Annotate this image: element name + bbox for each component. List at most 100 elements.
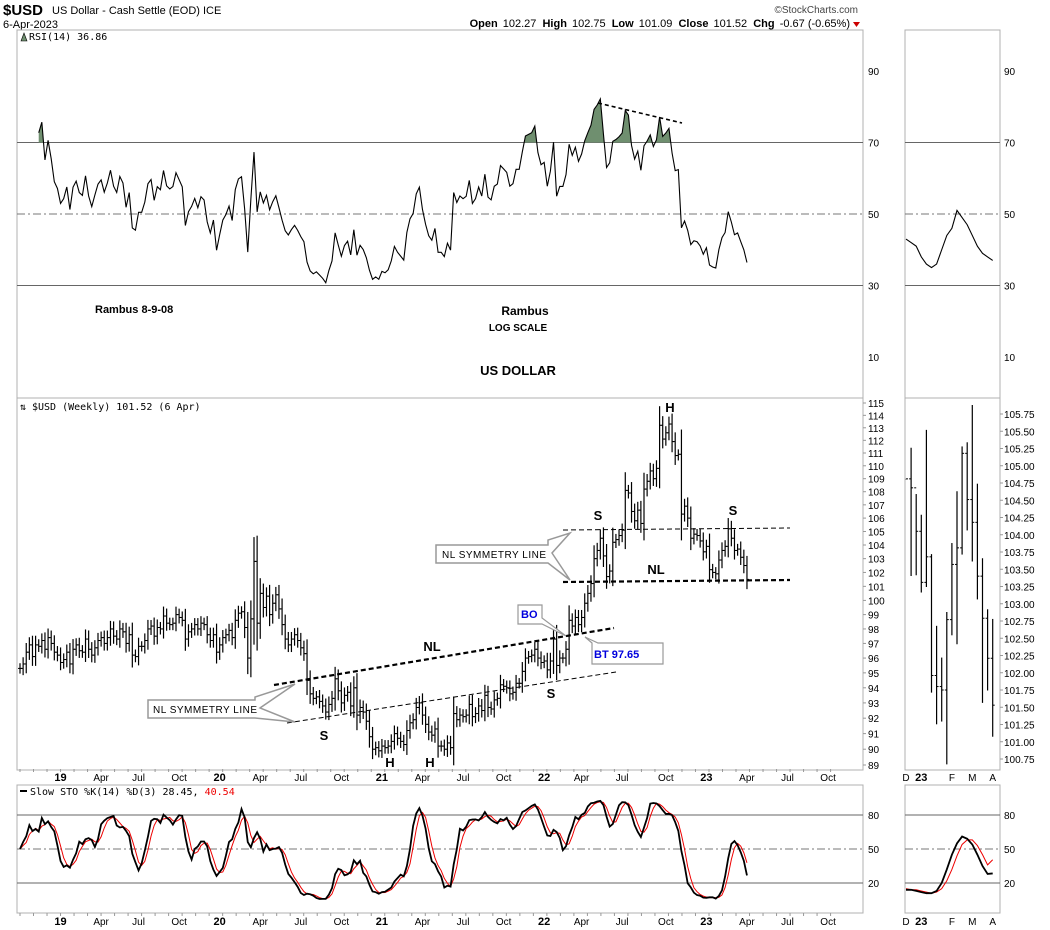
mini-price-bar xyxy=(949,543,954,636)
price-bar xyxy=(64,644,69,668)
mini-price-y-tick: 101.25 xyxy=(1004,721,1035,732)
mini-price-y-tick: 103.00 xyxy=(1004,600,1035,611)
price-bar xyxy=(454,706,459,728)
price-bar xyxy=(688,506,693,551)
price-bar xyxy=(217,637,222,660)
mini-price-y-tick: 104.00 xyxy=(1004,531,1035,542)
price-bar xyxy=(383,740,388,754)
price-bar xyxy=(21,657,26,676)
mini-panels xyxy=(905,142,1000,895)
price-bar xyxy=(482,684,487,722)
price-bar xyxy=(298,632,303,656)
mini-rsi-line xyxy=(905,209,994,269)
price-bar xyxy=(426,716,431,741)
price-bar xyxy=(651,463,656,486)
price-bar xyxy=(49,630,54,651)
price-bar xyxy=(436,717,441,758)
neckline-rising xyxy=(273,626,615,687)
sto-x-tick: Oct xyxy=(496,917,512,928)
price-bar xyxy=(58,647,63,671)
label-shoulder-left-top: S xyxy=(594,508,603,523)
price-x-tick: Jul xyxy=(294,773,307,784)
price-bar xyxy=(732,529,737,560)
price-bar xyxy=(529,649,534,663)
rsi-y-tick: 70 xyxy=(868,139,880,150)
price-bar xyxy=(470,694,475,727)
price-bar xyxy=(108,620,113,646)
sto-x-tick: Apr xyxy=(739,917,755,928)
price-bar xyxy=(539,651,544,670)
price-bar xyxy=(155,619,160,645)
rsi-legend: RSI(14) 36.86 xyxy=(20,32,107,43)
callout-symmetry-top-text: NL SYMMETRY LINE xyxy=(442,550,547,561)
price-bar xyxy=(301,640,306,661)
price-bar xyxy=(24,642,29,674)
sto-x-tick: 19 xyxy=(54,916,66,928)
instrument-name: US Dollar - Cash Settle (EOD) ICE xyxy=(52,5,221,17)
mini-sto-k-line xyxy=(906,835,993,895)
symbol: $USD xyxy=(3,2,43,19)
price-bar xyxy=(27,637,32,660)
price-bar xyxy=(233,609,238,649)
price-bar xyxy=(673,432,678,465)
price-bar xyxy=(80,645,85,658)
price-bar xyxy=(61,653,66,669)
price-bar xyxy=(601,527,606,567)
price-bar xyxy=(585,585,590,612)
label-neckline-top: NL xyxy=(647,562,664,577)
price-bar xyxy=(504,680,509,694)
mini-x-tick: 23 xyxy=(915,916,927,928)
mini-price-y-tick: 101.00 xyxy=(1004,738,1035,749)
price-bar xyxy=(592,545,597,598)
label-shoulder-left-bottom: S xyxy=(320,728,329,743)
mini-price-bar xyxy=(905,478,908,480)
price-bar xyxy=(170,617,175,631)
sto-x-tick: Apr xyxy=(252,917,268,928)
price-bar xyxy=(33,635,38,666)
price-bar xyxy=(214,623,219,664)
mini-price-y-tick: 102.25 xyxy=(1004,652,1035,663)
price-bar xyxy=(39,633,44,654)
price-x-tick: Apr xyxy=(415,773,431,784)
price-bar xyxy=(351,676,356,718)
price-bar xyxy=(735,543,740,556)
price-bar xyxy=(695,529,700,541)
price-bar xyxy=(445,735,450,757)
price-bar xyxy=(588,575,593,602)
price-bar xyxy=(613,533,618,548)
price-bar xyxy=(130,622,135,668)
price-bar xyxy=(208,627,213,648)
price-bar xyxy=(476,697,481,722)
price-bar xyxy=(573,609,578,635)
mini-rsi-y-tick: 10 xyxy=(1004,353,1016,364)
price-bar xyxy=(177,608,182,624)
price-panel-frame xyxy=(16,397,864,771)
price-bar xyxy=(514,674,519,701)
price-bar xyxy=(744,555,749,590)
mini-price-y-tick: 102.00 xyxy=(1004,669,1035,680)
mini-price-bar xyxy=(934,625,939,725)
high-label: High xyxy=(542,18,567,30)
price-bar xyxy=(479,699,484,718)
price-y-tick: 94 xyxy=(868,684,880,695)
price-bar xyxy=(545,652,550,679)
price-bar xyxy=(579,609,584,633)
price-y-tick: 114 xyxy=(868,411,884,422)
price-bar xyxy=(598,529,603,560)
price-y-tick: 96 xyxy=(868,654,880,665)
sto-y-tick: 80 xyxy=(868,811,880,822)
price-bar xyxy=(723,540,728,557)
sto-x-tick: 20 xyxy=(214,916,226,928)
price-bar xyxy=(373,741,378,756)
price-bar xyxy=(495,692,500,706)
price-bar xyxy=(255,535,260,651)
price-bar xyxy=(489,701,494,715)
price-bar xyxy=(124,622,129,653)
price-bar xyxy=(245,611,250,675)
chart-date: 6-Apr-2023 xyxy=(3,19,58,31)
chg-value: -0.67 (-0.65%) xyxy=(780,18,850,30)
mini-x-tick: A xyxy=(989,917,996,928)
price-bar xyxy=(292,628,297,646)
price-bar xyxy=(223,628,228,644)
price-y-tick: 91 xyxy=(868,730,880,741)
